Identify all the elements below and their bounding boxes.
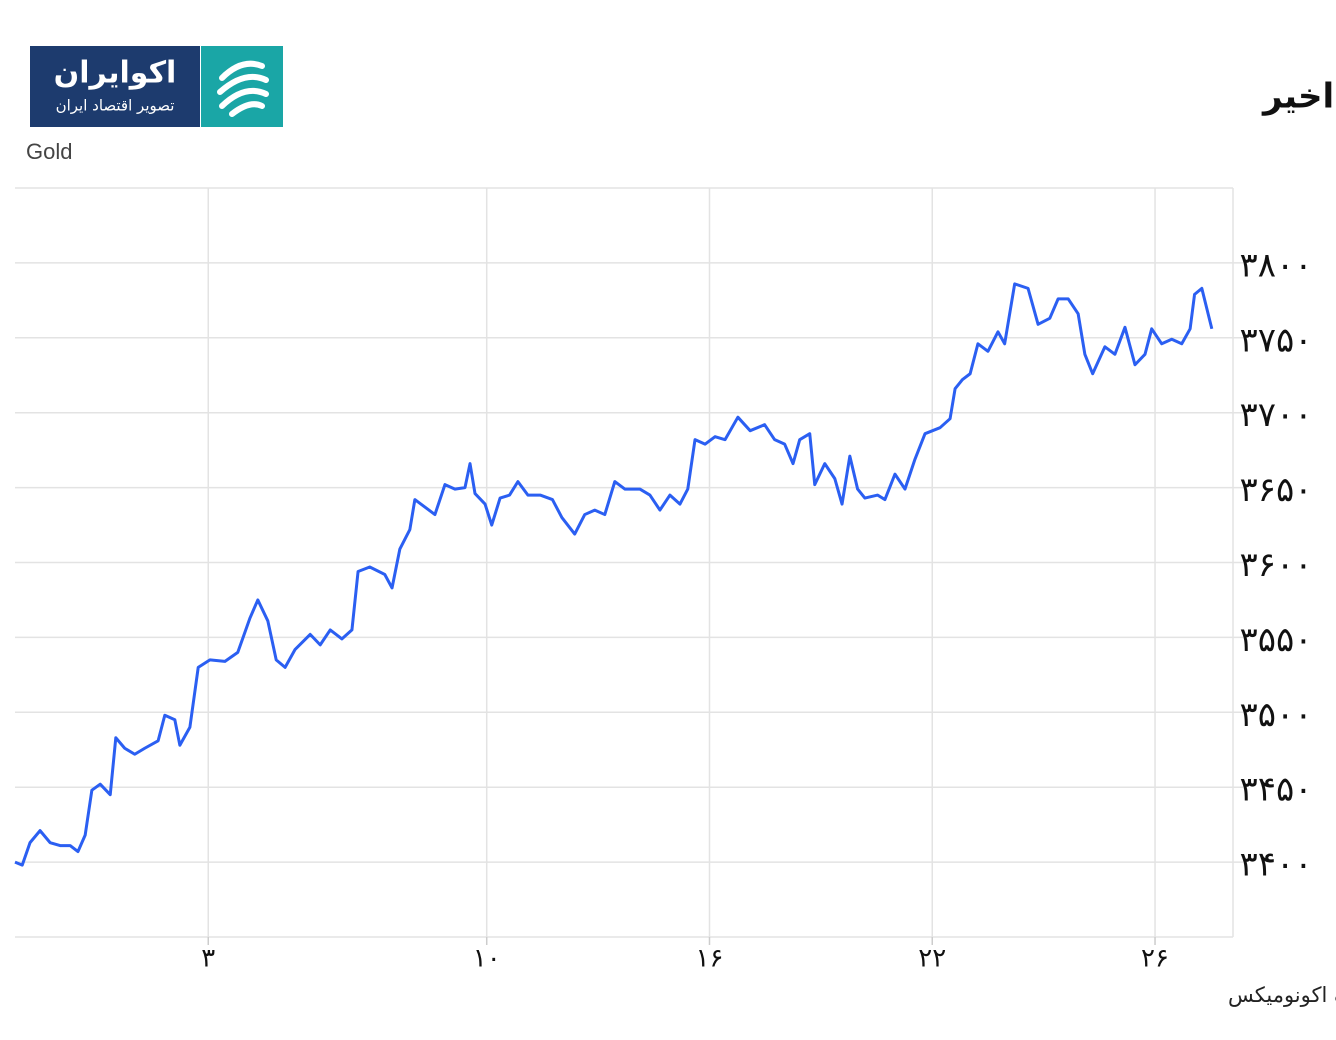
y-tick-label: ۳۴۰۰ (1239, 845, 1312, 885)
x-tick-label: ۳ (201, 944, 215, 974)
y-tick-label: ۳۶۵۰ (1239, 470, 1312, 510)
subtitle: Gold (26, 139, 72, 164)
chart-title: روند طلای جهانی در یک ماه اخیر (1261, 77, 1336, 117)
source: منبع: تریدینگ اکونومیکس (1228, 983, 1336, 1007)
logo-mark (217, 60, 269, 117)
logo-icon (201, 46, 283, 127)
y-tick-label: ۳۵۰۰ (1239, 695, 1312, 735)
x-tick-label: ۲۶ (1141, 944, 1169, 974)
y-tick-label: ۳۸۰۰ (1239, 245, 1312, 285)
x-tick-label: ۱۰ (473, 944, 501, 974)
price-line (14, 282, 1214, 867)
y-tick-label: ۳۴۵۰ (1239, 770, 1312, 810)
y-tick-label: ۳۶۰۰ (1239, 545, 1312, 585)
x-tick-label: ۱۶ (696, 944, 724, 974)
y-tick-label: ۳۷۰۰ (1239, 395, 1312, 435)
logo-box (30, 46, 200, 127)
y-tick-label: ۳۵۵۰ (1239, 620, 1312, 660)
x-tick-label: ۲۲ (918, 944, 946, 974)
logo-tagline: تصویر اقتصاد ایران (56, 97, 175, 115)
y-tick-label: ۳۷۵۰ (1239, 320, 1312, 360)
logo-name: اکوایران (54, 56, 177, 91)
